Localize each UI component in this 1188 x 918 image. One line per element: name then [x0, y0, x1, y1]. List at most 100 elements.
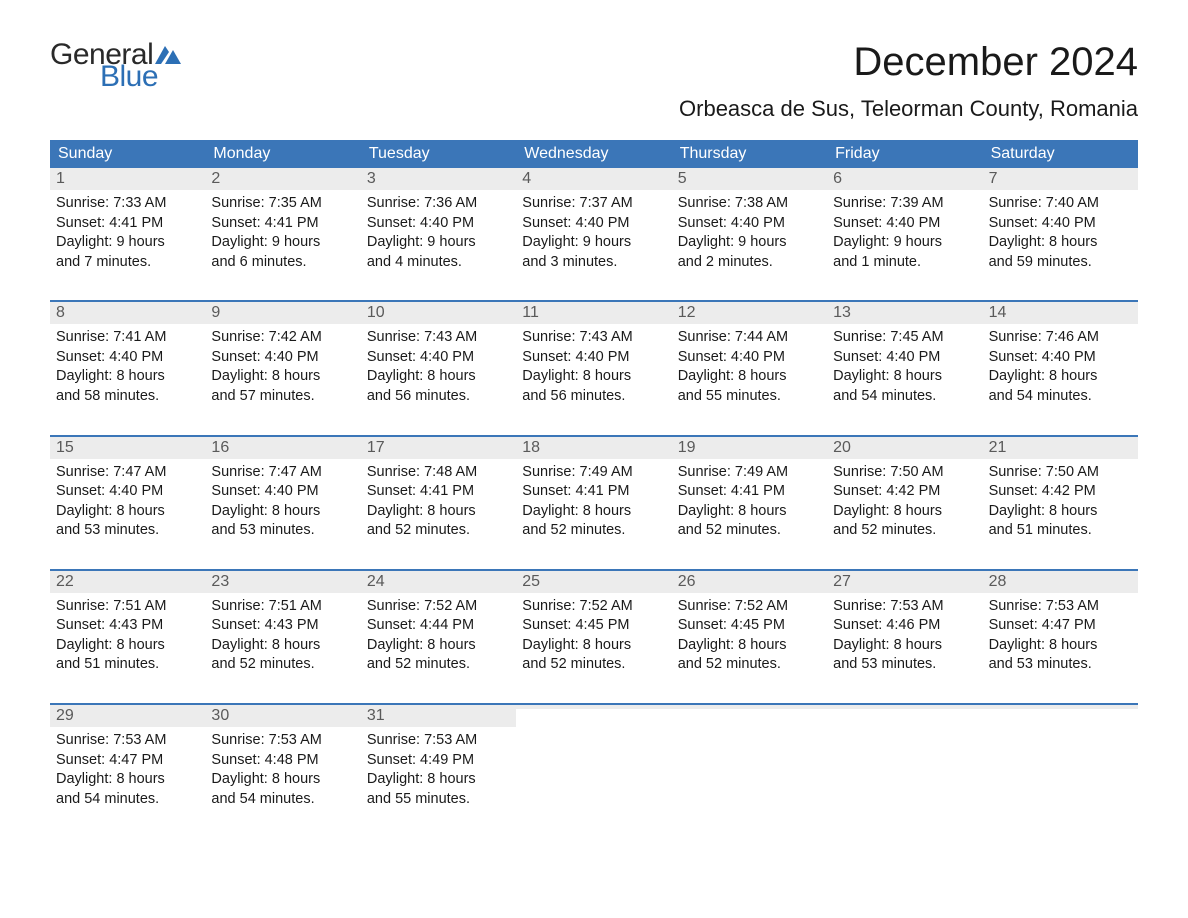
day-d1: Daylight: 8 hours: [989, 502, 1132, 522]
day-details: Sunrise: 7:41 AMSunset: 4:40 PMDaylight:…: [50, 324, 205, 412]
day-number: 23: [211, 573, 229, 590]
calendar-day: 25Sunrise: 7:52 AMSunset: 4:45 PMDayligh…: [516, 571, 671, 681]
dow-thursday: Thursday: [672, 140, 827, 168]
day-d1: Daylight: 9 hours: [678, 233, 821, 253]
day-sunrise: Sunrise: 7:51 AM: [56, 597, 199, 617]
day-sunset: Sunset: 4:40 PM: [678, 348, 821, 368]
day-sunset: Sunset: 4:41 PM: [211, 214, 354, 234]
day-d2: and 54 minutes.: [56, 790, 199, 810]
calendar-day: 26Sunrise: 7:52 AMSunset: 4:45 PMDayligh…: [672, 571, 827, 681]
calendar-day: 16Sunrise: 7:47 AMSunset: 4:40 PMDayligh…: [205, 437, 360, 547]
day-d2: and 51 minutes.: [989, 521, 1132, 541]
day-d2: and 58 minutes.: [56, 387, 199, 407]
day-sunset: Sunset: 4:40 PM: [833, 214, 976, 234]
day-sunset: Sunset: 4:42 PM: [833, 482, 976, 502]
day-d2: and 54 minutes.: [989, 387, 1132, 407]
day-d2: and 57 minutes.: [211, 387, 354, 407]
day-d2: and 52 minutes.: [522, 521, 665, 541]
day-details: Sunrise: 7:49 AMSunset: 4:41 PMDaylight:…: [516, 459, 671, 547]
day-number: 30: [211, 707, 229, 724]
calendar-week: 29Sunrise: 7:53 AMSunset: 4:47 PMDayligh…: [50, 703, 1138, 815]
calendar-day: [827, 705, 982, 815]
dow-tuesday: Tuesday: [361, 140, 516, 168]
day-d2: and 7 minutes.: [56, 253, 199, 273]
day-d1: Daylight: 8 hours: [678, 502, 821, 522]
day-sunset: Sunset: 4:47 PM: [989, 616, 1132, 636]
day-d1: Daylight: 8 hours: [833, 502, 976, 522]
day-d2: and 56 minutes.: [522, 387, 665, 407]
calendar-day: 6Sunrise: 7:39 AMSunset: 4:40 PMDaylight…: [827, 168, 982, 278]
day-sunset: Sunset: 4:40 PM: [367, 348, 510, 368]
day-sunset: Sunset: 4:46 PM: [833, 616, 976, 636]
day-d2: and 52 minutes.: [522, 655, 665, 675]
day-d2: and 51 minutes.: [56, 655, 199, 675]
day-d2: and 56 minutes.: [367, 387, 510, 407]
day-number: 9: [211, 304, 220, 321]
calendar: Sunday Monday Tuesday Wednesday Thursday…: [50, 140, 1138, 815]
day-number: 14: [989, 304, 1007, 321]
calendar-day: 2Sunrise: 7:35 AMSunset: 4:41 PMDaylight…: [205, 168, 360, 278]
day-number: 11: [522, 304, 539, 321]
day-sunrise: Sunrise: 7:40 AM: [989, 194, 1132, 214]
day-number: 27: [833, 573, 851, 590]
day-number: 13: [833, 304, 851, 321]
day-number: 6: [833, 170, 842, 187]
day-details: Sunrise: 7:53 AMSunset: 4:47 PMDaylight:…: [983, 593, 1138, 681]
dow-monday: Monday: [205, 140, 360, 168]
day-details: Sunrise: 7:44 AMSunset: 4:40 PMDaylight:…: [672, 324, 827, 412]
calendar-week: 8Sunrise: 7:41 AMSunset: 4:40 PMDaylight…: [50, 300, 1138, 412]
day-d2: and 52 minutes.: [367, 521, 510, 541]
day-sunrise: Sunrise: 7:50 AM: [833, 463, 976, 483]
day-d2: and 55 minutes.: [367, 790, 510, 810]
day-details: Sunrise: 7:35 AMSunset: 4:41 PMDaylight:…: [205, 190, 360, 278]
calendar-day: 21Sunrise: 7:50 AMSunset: 4:42 PMDayligh…: [983, 437, 1138, 547]
day-details: Sunrise: 7:50 AMSunset: 4:42 PMDaylight:…: [983, 459, 1138, 547]
calendar-day: 13Sunrise: 7:45 AMSunset: 4:40 PMDayligh…: [827, 302, 982, 412]
day-details: Sunrise: 7:48 AMSunset: 4:41 PMDaylight:…: [361, 459, 516, 547]
day-details: Sunrise: 7:43 AMSunset: 4:40 PMDaylight:…: [516, 324, 671, 412]
day-sunrise: Sunrise: 7:49 AM: [522, 463, 665, 483]
day-d2: and 1 minute.: [833, 253, 976, 273]
day-d2: and 54 minutes.: [833, 387, 976, 407]
calendar-day: 14Sunrise: 7:46 AMSunset: 4:40 PMDayligh…: [983, 302, 1138, 412]
day-d1: Daylight: 9 hours: [367, 233, 510, 253]
day-d1: Daylight: 8 hours: [833, 367, 976, 387]
day-d2: and 53 minutes.: [989, 655, 1132, 675]
day-details: Sunrise: 7:51 AMSunset: 4:43 PMDaylight:…: [205, 593, 360, 681]
calendar-day: [983, 705, 1138, 815]
day-d1: Daylight: 9 hours: [833, 233, 976, 253]
calendar-week: 15Sunrise: 7:47 AMSunset: 4:40 PMDayligh…: [50, 435, 1138, 547]
calendar-day: 9Sunrise: 7:42 AMSunset: 4:40 PMDaylight…: [205, 302, 360, 412]
day-sunrise: Sunrise: 7:42 AM: [211, 328, 354, 348]
day-sunrise: Sunrise: 7:44 AM: [678, 328, 821, 348]
calendar-day: 28Sunrise: 7:53 AMSunset: 4:47 PMDayligh…: [983, 571, 1138, 681]
day-sunrise: Sunrise: 7:49 AM: [678, 463, 821, 483]
day-sunrise: Sunrise: 7:51 AM: [211, 597, 354, 617]
calendar-day: 12Sunrise: 7:44 AMSunset: 4:40 PMDayligh…: [672, 302, 827, 412]
calendar-day: 10Sunrise: 7:43 AMSunset: 4:40 PMDayligh…: [361, 302, 516, 412]
day-details: Sunrise: 7:36 AMSunset: 4:40 PMDaylight:…: [361, 190, 516, 278]
day-d1: Daylight: 8 hours: [989, 233, 1132, 253]
calendar-day: 24Sunrise: 7:52 AMSunset: 4:44 PMDayligh…: [361, 571, 516, 681]
calendar-day: 30Sunrise: 7:53 AMSunset: 4:48 PMDayligh…: [205, 705, 360, 815]
day-number: 22: [56, 573, 74, 590]
day-sunrise: Sunrise: 7:53 AM: [833, 597, 976, 617]
day-sunset: Sunset: 4:40 PM: [833, 348, 976, 368]
calendar-day: [672, 705, 827, 815]
day-sunset: Sunset: 4:49 PM: [367, 751, 510, 771]
day-details: Sunrise: 7:43 AMSunset: 4:40 PMDaylight:…: [361, 324, 516, 412]
day-sunrise: Sunrise: 7:36 AM: [367, 194, 510, 214]
day-sunset: Sunset: 4:40 PM: [522, 348, 665, 368]
day-details: Sunrise: 7:37 AMSunset: 4:40 PMDaylight:…: [516, 190, 671, 278]
day-d1: Daylight: 8 hours: [678, 636, 821, 656]
calendar-day: 3Sunrise: 7:36 AMSunset: 4:40 PMDaylight…: [361, 168, 516, 278]
calendar-day: 31Sunrise: 7:53 AMSunset: 4:49 PMDayligh…: [361, 705, 516, 815]
day-details: Sunrise: 7:53 AMSunset: 4:49 PMDaylight:…: [361, 727, 516, 815]
day-sunrise: Sunrise: 7:46 AM: [989, 328, 1132, 348]
day-d1: Daylight: 8 hours: [211, 502, 354, 522]
day-sunset: Sunset: 4:40 PM: [367, 214, 510, 234]
day-sunrise: Sunrise: 7:52 AM: [678, 597, 821, 617]
day-number: 4: [522, 170, 531, 187]
calendar-day: 29Sunrise: 7:53 AMSunset: 4:47 PMDayligh…: [50, 705, 205, 815]
day-details: Sunrise: 7:52 AMSunset: 4:44 PMDaylight:…: [361, 593, 516, 681]
